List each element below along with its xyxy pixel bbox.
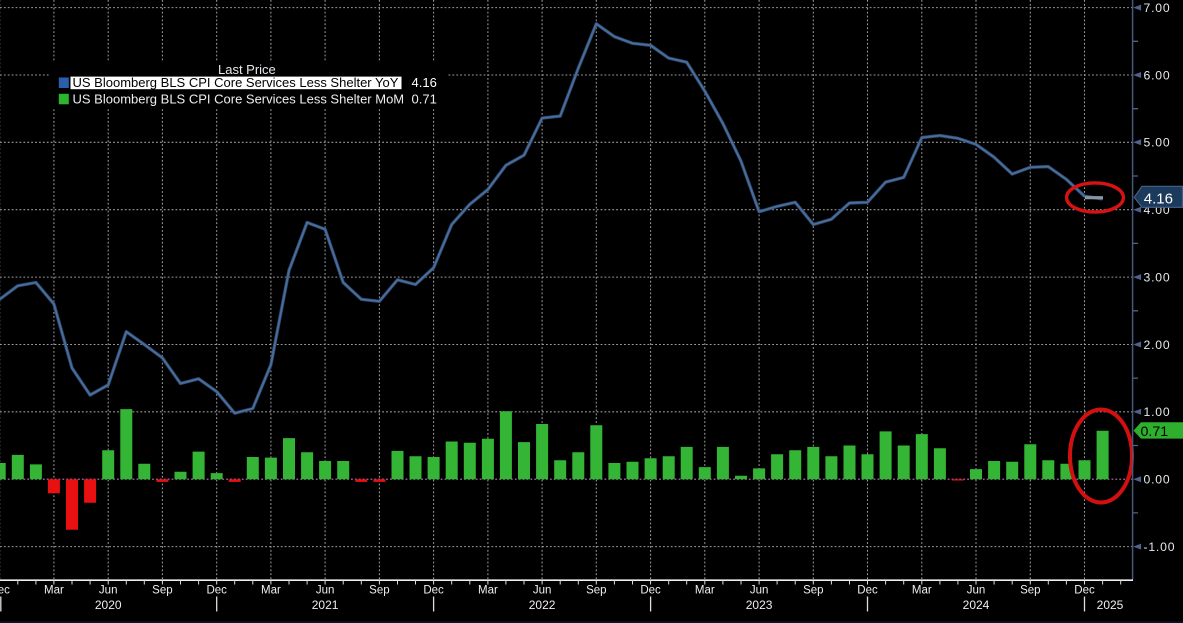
svg-text:Dec: Dec xyxy=(857,585,878,597)
svg-text:2025: 2025 xyxy=(1097,598,1124,612)
svg-text:4.16: 4.16 xyxy=(1144,190,1173,207)
svg-text:Sep: Sep xyxy=(369,585,389,597)
svg-text:0.71: 0.71 xyxy=(1141,424,1169,440)
svg-text:Jun: Jun xyxy=(316,585,335,597)
svg-text:Mar: Mar xyxy=(695,585,715,597)
svg-text:0.71: 0.71 xyxy=(412,92,437,107)
svg-text:Jun: Jun xyxy=(750,585,769,597)
svg-text:Dec: Dec xyxy=(640,585,661,597)
svg-text:Jun: Jun xyxy=(533,585,552,597)
svg-text:6.00: 6.00 xyxy=(1144,68,1171,82)
svg-text:2023: 2023 xyxy=(746,598,773,612)
svg-text:Mar: Mar xyxy=(261,585,281,597)
svg-text:7.00: 7.00 xyxy=(1144,1,1171,15)
svg-text:Jun: Jun xyxy=(99,585,118,597)
svg-text:Last Price: Last Price xyxy=(218,62,276,77)
svg-text:Dec: Dec xyxy=(1074,585,1095,597)
svg-text:Dec: Dec xyxy=(0,585,10,597)
svg-text:Sep: Sep xyxy=(1020,585,1040,597)
svg-text:Mar: Mar xyxy=(44,585,64,597)
svg-text:2022: 2022 xyxy=(529,598,556,612)
svg-text:2024: 2024 xyxy=(963,598,990,612)
svg-text:5.00: 5.00 xyxy=(1144,136,1171,150)
svg-text:US Bloomberg BLS CPI Core Serv: US Bloomberg BLS CPI Core Services Less … xyxy=(73,92,405,107)
svg-text:4.16: 4.16 xyxy=(412,75,437,90)
svg-text:Jun: Jun xyxy=(967,585,986,597)
svg-text:2.00: 2.00 xyxy=(1144,338,1171,352)
svg-text:Mar: Mar xyxy=(912,585,932,597)
svg-text:3.00: 3.00 xyxy=(1144,270,1171,284)
svg-text:Sep: Sep xyxy=(803,585,823,597)
svg-text:0.00: 0.00 xyxy=(1144,473,1171,487)
svg-text:1.00: 1.00 xyxy=(1144,405,1171,419)
svg-text:Dec: Dec xyxy=(206,585,227,597)
svg-text:US Bloomberg BLS CPI Core Serv: US Bloomberg BLS CPI Core Services Less … xyxy=(73,75,399,90)
svg-text:Mar: Mar xyxy=(478,585,498,597)
svg-text:Dec: Dec xyxy=(423,585,444,597)
svg-text:2021: 2021 xyxy=(312,598,339,612)
svg-text:Sep: Sep xyxy=(586,585,606,597)
svg-text:-1.00: -1.00 xyxy=(1144,540,1176,554)
svg-text:Sep: Sep xyxy=(152,585,172,597)
svg-text:2020: 2020 xyxy=(95,598,122,612)
